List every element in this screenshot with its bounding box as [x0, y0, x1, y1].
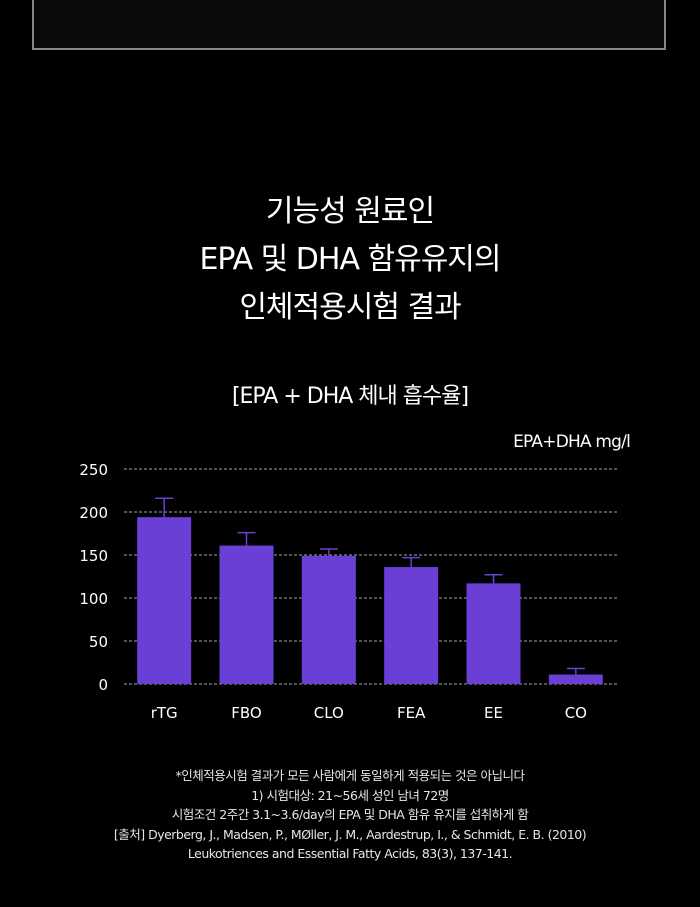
chart-title: [EPA + DHA 체내 흡수율]: [231, 384, 469, 409]
y-tick-label: 100: [79, 590, 108, 608]
footnote-source: [출처] Dyerberg, J., Madsen, P., MØller, J…: [113, 826, 587, 842]
bar-co: [548, 674, 603, 684]
footnote-subjects: 1) 시험대상: 21~56세 성인 남녀 72명: [251, 787, 449, 803]
footnote-disclaimer: *인체적용시험 결과가 모든 사람에게 동일하게 적용되는 것은 아닙니다: [175, 768, 525, 783]
y-axis-unit-label: EPA+DHA mg/l: [513, 432, 631, 452]
y-tick-label: 250: [79, 461, 108, 479]
title-line-3: 인체적용시험 결과: [239, 290, 461, 325]
bar-clo: [301, 555, 356, 684]
x-tick-label: FEA: [397, 704, 426, 722]
footnote-conditions: 시험조건 2주간 3.1~3.6/day의 EPA 및 DHA 함유 유지를 섭…: [171, 807, 529, 822]
y-tick-label: 50: [89, 633, 108, 651]
x-tick-label: CO: [565, 704, 587, 722]
x-tick-label: EE: [484, 704, 503, 722]
top-panel-frame: [32, 0, 666, 50]
bar-fea: [384, 567, 439, 684]
footnote-journal: Leukotriences and Essential Fatty Acids,…: [187, 846, 513, 861]
bar-fbo: [219, 545, 274, 684]
page-title: 기능성 원료인 EPA 및 DHA 함유유지의 인체적용시험 결과: [0, 188, 700, 332]
x-tick-label: rTG: [151, 704, 178, 722]
x-tick-label: CLO: [314, 704, 344, 722]
bar-rtg: [137, 517, 192, 684]
y-tick-label: 200: [79, 504, 108, 522]
bar-chart: 0 50 100 150 200 250 rTG FBO CLO FEA EE CO: [79, 461, 618, 722]
footnotes: *인체적용시험 결과가 모든 사람에게 동일하게 적용되는 것은 아닙니다 1)…: [0, 766, 700, 864]
y-tick-label: 150: [79, 547, 108, 565]
x-tick-label: FBO: [231, 704, 261, 722]
bar-ee: [466, 583, 521, 684]
y-tick-label: 0: [98, 676, 108, 694]
title-line-1: 기능성 원료인: [265, 194, 435, 229]
title-line-2: EPA 및 DHA 함유유지의: [199, 242, 501, 277]
